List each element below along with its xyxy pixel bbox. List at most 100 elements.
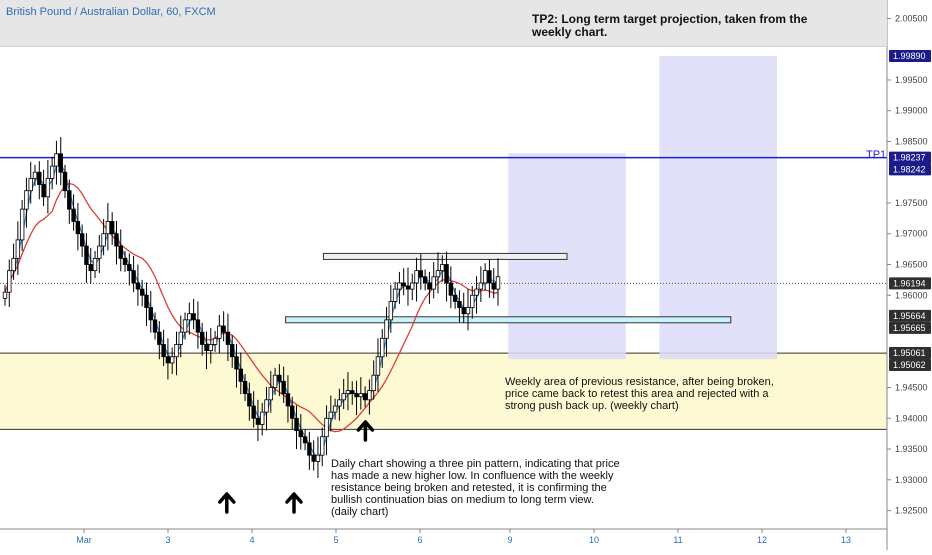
candle-body[interactable] [371,374,376,391]
candle-body[interactable] [405,285,411,290]
candle-body[interactable] [307,442,312,456]
candle-body[interactable] [440,264,445,272]
candle-body[interactable] [461,307,466,315]
candle-body[interactable] [272,374,278,388]
candle-body[interactable] [7,270,12,293]
candle-body[interactable] [11,257,16,272]
resistance-box[interactable] [322,252,568,260]
candle-body[interactable] [71,208,76,222]
candle-body[interactable] [452,294,458,302]
candle-body[interactable] [350,390,355,395]
candle-body[interactable] [302,436,308,444]
candle-body[interactable] [101,233,106,247]
candle-body[interactable] [337,399,342,407]
candle-body[interactable] [260,411,265,425]
candle-body[interactable] [482,270,488,284]
candle-body[interactable] [358,393,364,398]
candle-body[interactable] [217,325,222,339]
candle-body[interactable] [131,270,136,284]
candle-body[interactable] [487,270,492,284]
candle-body[interactable] [290,405,295,419]
candle-body[interactable] [285,393,291,407]
candle-body[interactable] [397,282,402,290]
candle-body[interactable] [174,344,179,358]
candle-body[interactable] [298,430,303,438]
candle-body[interactable] [435,270,441,278]
candle-body[interactable] [118,245,123,259]
candle-body[interactable] [332,405,338,413]
candle-body[interactable] [2,291,8,299]
candle-body[interactable] [380,337,385,358]
candle-body[interactable] [410,282,415,290]
candle-body[interactable] [414,270,419,284]
candle-body[interactable] [362,393,368,401]
candle-body[interactable] [114,233,119,247]
candle-body[interactable] [204,344,209,352]
candle-body[interactable] [495,276,501,290]
candle-body[interactable] [169,356,175,364]
candle-body[interactable] [178,331,183,345]
candle-body[interactable] [328,411,334,419]
candle-body[interactable] [67,190,72,210]
candle-body[interactable] [212,337,218,345]
candle-body[interactable] [144,294,149,308]
candle-body[interactable] [157,331,162,345]
candle-body[interactable] [255,417,261,425]
candle-body[interactable] [92,257,98,272]
candle-body[interactable] [41,184,46,198]
support-box[interactable] [285,316,732,324]
candle-body[interactable] [341,393,346,401]
candle-body[interactable] [457,301,462,308]
candle-body[interactable] [225,331,231,345]
candle-body[interactable] [135,282,141,290]
candle-body[interactable] [208,344,213,352]
candle-body[interactable] [221,325,226,333]
candle-body[interactable] [191,313,196,321]
candle-body[interactable] [384,319,389,339]
candle-body[interactable] [448,282,454,296]
candle-body[interactable] [122,257,128,265]
candle-body[interactable] [478,282,484,290]
candle-body[interactable] [422,276,428,284]
candle-body[interactable] [165,356,171,364]
candle-body[interactable] [465,307,471,315]
candle-body[interactable] [15,239,21,259]
candle-body[interactable] [392,288,398,302]
candle-body[interactable] [345,390,351,395]
candle-body[interactable] [58,153,63,173]
candle-body[interactable] [431,276,436,290]
candle-body[interactable] [268,387,273,401]
candle-body[interactable] [230,344,235,358]
candle-body[interactable] [315,454,321,462]
candle-body[interactable] [238,368,243,382]
candle-body[interactable] [470,294,475,308]
candle-body[interactable] [75,221,81,235]
projection-box-2[interactable] [659,55,777,360]
candle-body[interactable] [474,288,479,296]
candle-body[interactable] [242,380,248,395]
candle-body[interactable] [54,153,59,167]
candle-body[interactable] [320,436,325,456]
candle-body[interactable] [427,282,432,290]
candle-body[interactable] [491,282,496,290]
candle-body[interactable] [401,282,406,287]
candle-body[interactable] [367,390,372,401]
candle-body[interactable] [84,245,89,265]
candle-body[interactable] [294,417,299,431]
candle-body[interactable] [161,344,166,358]
candle-body[interactable] [247,393,252,407]
candle-body[interactable] [251,405,256,419]
candle-body[interactable] [148,307,153,321]
candle-body[interactable] [277,374,282,382]
candle-body[interactable] [199,331,205,345]
candle-body[interactable] [388,301,394,321]
candle-body[interactable] [195,319,201,333]
candle-body[interactable] [32,171,38,179]
candle-body[interactable] [264,399,269,413]
candle-body[interactable] [24,190,29,210]
candle-body[interactable] [444,264,449,284]
candle-body[interactable] [19,208,25,241]
symbol-label[interactable]: British Pound / Australian Dollar, 60, F… [6,6,216,18]
